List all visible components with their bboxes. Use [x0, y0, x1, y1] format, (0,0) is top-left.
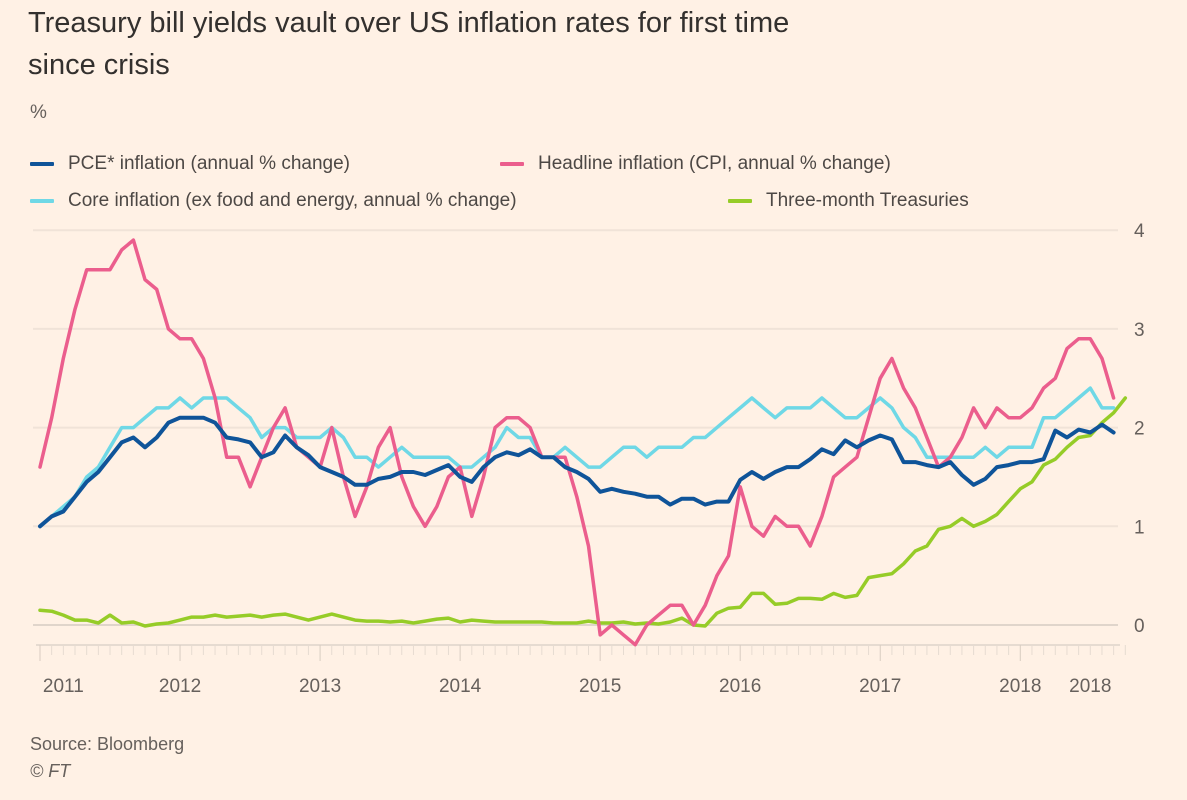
x-tick-label: 2015 [579, 676, 621, 697]
series-line-treasuries [38, 396, 1128, 628]
legend-swatch-core [30, 199, 54, 203]
series-line-cpi [38, 238, 1116, 647]
chart-title-line-2: since crisis [28, 49, 170, 81]
chart-title-line-1: Treasury bill yields vault over US infla… [28, 7, 790, 39]
series-line-core [38, 386, 1116, 529]
y-axis-unit: % [30, 102, 47, 123]
chart-title: Treasury bill yields vault over US infla… [28, 2, 1028, 86]
x-tick-label: 2016 [719, 676, 761, 697]
legend-label-cpi: Headline inflation (CPI, annual % change… [538, 153, 891, 174]
y-tick-label: 4 [1134, 221, 1145, 242]
x-tick-label: 2014 [439, 676, 482, 697]
legend-item-pce: PCE* inflation (annual % change) [30, 153, 350, 175]
x-tick-label: 2011 [43, 676, 84, 697]
y-tick-label: 1 [1134, 517, 1145, 538]
x-tick-label: 2012 [159, 676, 201, 697]
source-note: Source: Bloomberg [30, 734, 185, 754]
legend-label-treasuries: Three-month Treasuries [766, 190, 969, 211]
legend-item-core: Core inflation (ex food and energy, annu… [30, 190, 517, 212]
legend-label-pce: PCE* inflation (annual % change) [68, 153, 351, 174]
series-line-pce [38, 415, 1116, 529]
legend-item-cpi: Headline inflation (CPI, annual % change… [500, 153, 891, 175]
x-tick-label: 2017 [859, 676, 901, 697]
legend-swatch-pce [30, 162, 54, 166]
x-tick-label: 2018 [1069, 676, 1111, 697]
copyright: © FT [30, 761, 71, 781]
y-tick-label: 0 [1134, 616, 1145, 637]
legend-item-treasuries: Three-month Treasuries [728, 190, 969, 212]
x-tick-label: 2018 [999, 676, 1041, 697]
y-tick-label: 3 [1134, 320, 1145, 341]
legend-swatch-treasuries [728, 199, 752, 203]
x-tick-label: 2013 [299, 676, 341, 697]
y-tick-label: 2 [1134, 419, 1145, 440]
legend-label-core: Core inflation (ex food and energy, annu… [68, 190, 517, 211]
legend-swatch-cpi [500, 162, 524, 166]
